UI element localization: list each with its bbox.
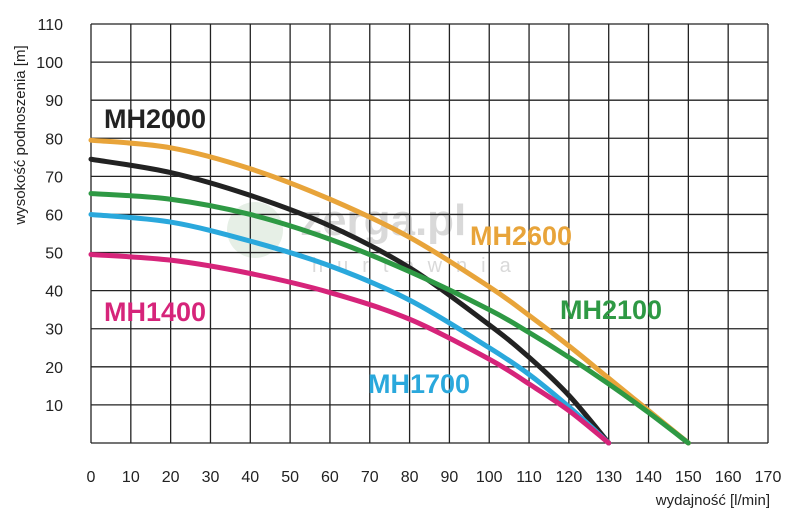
x-tick-label: 50 bbox=[281, 469, 299, 486]
series-line-mh1400 bbox=[88, 251, 612, 446]
y-tick-label: 60 bbox=[45, 207, 63, 224]
y-tick-label: 70 bbox=[45, 169, 63, 186]
series-label-mh1700: MH1700 bbox=[368, 369, 470, 399]
y-tick-label: 40 bbox=[45, 284, 63, 301]
series-curves bbox=[88, 137, 691, 446]
x-axis-ticks: 0 10 20 30 40 50 60 70 80 90 100 110 120 130 140 150 160… bbox=[87, 469, 782, 486]
y-tick-label: 30 bbox=[45, 322, 63, 339]
series-label-mh2100: MH2100 bbox=[560, 295, 662, 325]
x-tick-label: 120 bbox=[556, 469, 583, 486]
x-tick-label: 80 bbox=[401, 469, 419, 486]
x-tick-label: 170 bbox=[755, 469, 782, 486]
x-tick-label: 60 bbox=[321, 469, 339, 486]
x-tick-label: 30 bbox=[202, 469, 220, 486]
x-tick-label: 40 bbox=[241, 469, 259, 486]
x-tick-label: 160 bbox=[715, 469, 742, 486]
x-tick-label: 10 bbox=[122, 469, 140, 486]
series-line-mh2600 bbox=[88, 137, 691, 446]
series-line-mh1700 bbox=[88, 211, 612, 446]
y-tick-label: 50 bbox=[45, 246, 63, 263]
series-label-mh2600: MH2600 bbox=[470, 221, 572, 251]
series-line-mh2100 bbox=[88, 191, 691, 446]
y-tick-label: 110 bbox=[37, 17, 63, 34]
x-tick-label: 150 bbox=[675, 469, 702, 486]
x-tick-label: 20 bbox=[162, 469, 180, 486]
y-tick-label: 20 bbox=[45, 360, 63, 377]
series-labels: MH2600 MH2000 MH2100 MH1700 MH1400 bbox=[104, 104, 662, 399]
series-label-mh1400: MH1400 bbox=[104, 297, 206, 327]
y-tick-label: 100 bbox=[36, 55, 63, 72]
x-tick-label: 140 bbox=[635, 469, 662, 486]
x-tick-label: 110 bbox=[516, 469, 542, 486]
x-tick-label: 0 bbox=[87, 469, 96, 486]
y-axis-ticks: 10 20 30 40 50 60 70 80 90 100 110 bbox=[36, 17, 63, 415]
series-label-mh2000: MH2000 bbox=[104, 104, 206, 134]
x-tick-label: 90 bbox=[441, 469, 459, 486]
x-tick-label: 130 bbox=[595, 469, 622, 486]
y-tick-label: 80 bbox=[45, 131, 63, 148]
grid bbox=[90, 23, 769, 444]
y-tick-label: 10 bbox=[45, 398, 63, 415]
y-axis-label: wysokość podnoszenia [m] bbox=[12, 45, 29, 225]
y-tick-label: 90 bbox=[45, 93, 63, 110]
x-tick-label: 100 bbox=[476, 469, 503, 486]
x-tick-label: 70 bbox=[361, 469, 379, 486]
x-axis-label: wydajność [l/min] bbox=[655, 492, 770, 509]
series-line-mh2000 bbox=[88, 156, 612, 446]
